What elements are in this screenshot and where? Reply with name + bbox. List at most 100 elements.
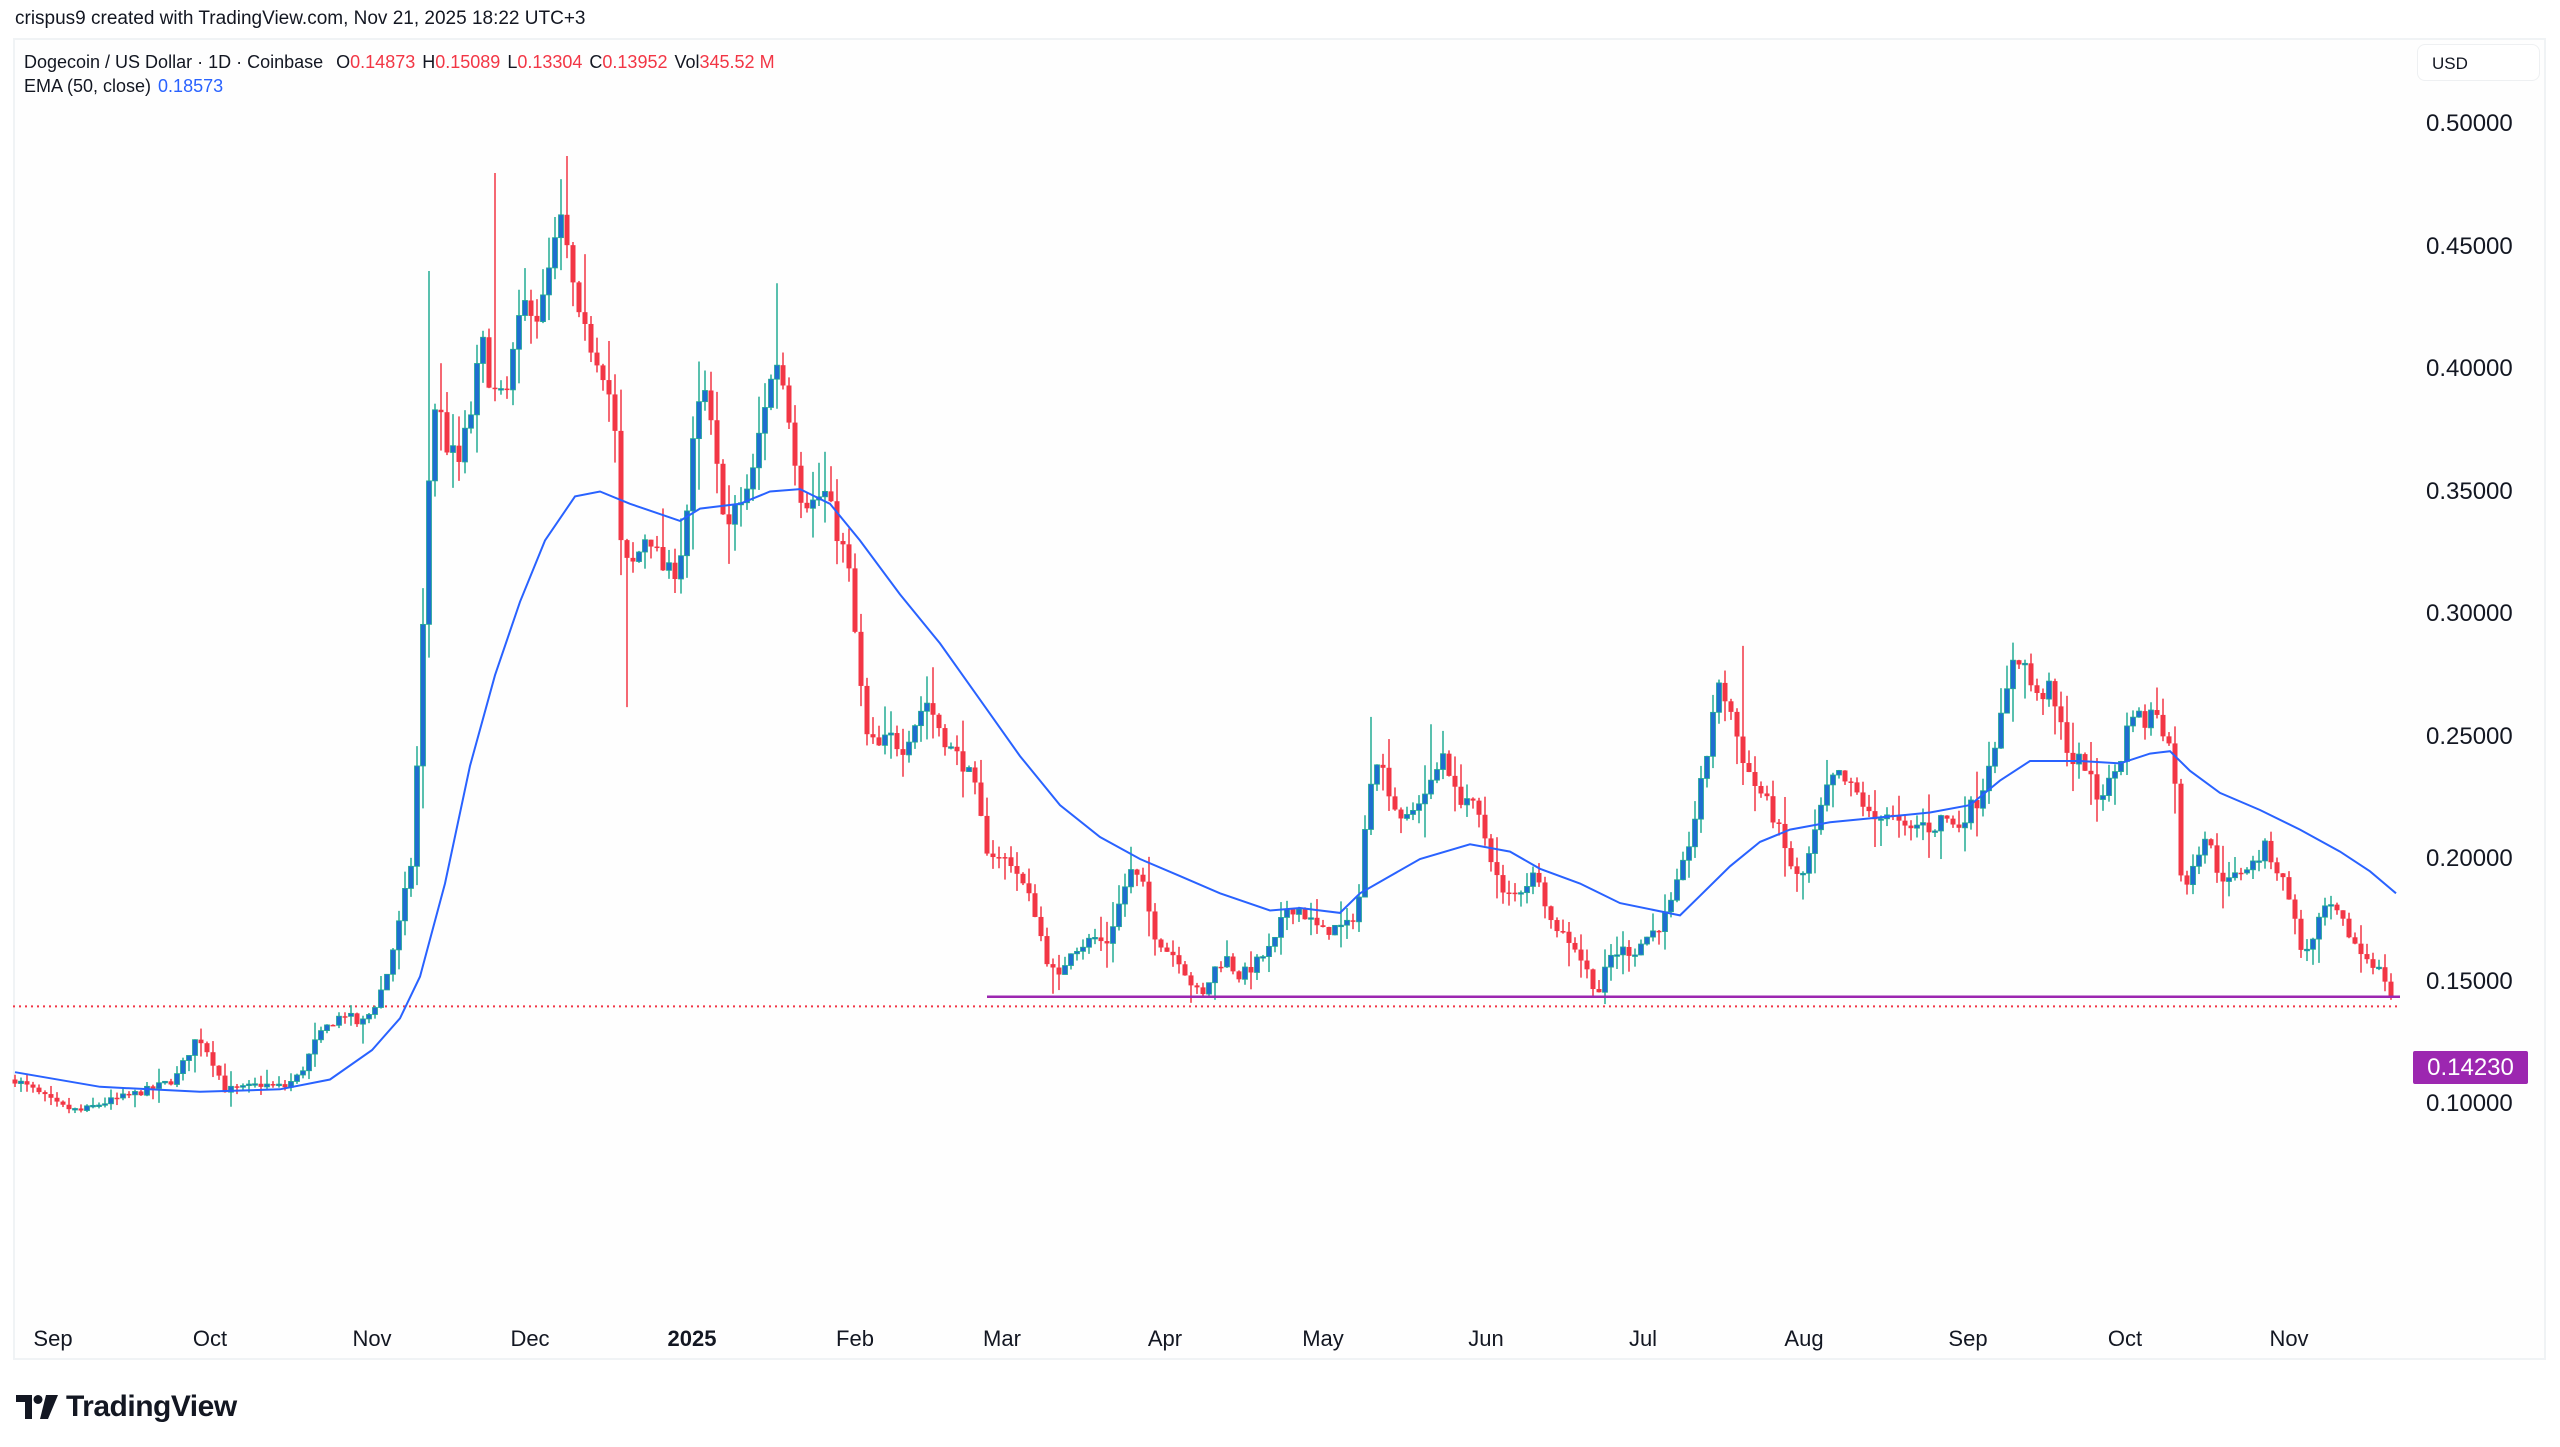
price-tick-label: 0.45000 — [2426, 232, 2513, 260]
candle-up — [1830, 774, 1836, 786]
candle-up — [2328, 904, 2334, 907]
candle-up — [1080, 946, 1086, 952]
candle-up — [2250, 860, 2256, 871]
candle-down — [1860, 792, 1866, 807]
candle-up — [120, 1093, 126, 1099]
candle-up — [750, 467, 756, 490]
candle-up — [702, 390, 708, 403]
candle-down — [1554, 920, 1560, 932]
candle-down — [780, 365, 786, 386]
time-tick-label: Jun — [1468, 1326, 1504, 1351]
candle-up — [1680, 859, 1686, 881]
candle-down — [2214, 845, 2220, 873]
candle-down — [1956, 824, 1962, 828]
candle-up — [1266, 945, 1272, 958]
candle-up — [1110, 926, 1116, 944]
candle-down — [504, 388, 510, 391]
candle-up — [2106, 777, 2112, 796]
candle-up — [420, 623, 426, 767]
time-tick-label: Oct — [192, 1326, 228, 1351]
high-label: H0.15089 — [422, 52, 501, 72]
candle-down — [1902, 820, 1908, 826]
candle-down — [1248, 966, 1254, 973]
candle-up — [1932, 830, 1938, 833]
candle-down — [564, 214, 570, 246]
open-label: O0.14873 — [336, 52, 416, 72]
candle-down — [2082, 754, 2088, 771]
time-tick-label: Dec — [510, 1326, 550, 1351]
time-tick-label: Aug — [1784, 1326, 1824, 1351]
candle-up — [108, 1097, 114, 1105]
candle-up — [882, 734, 888, 746]
candle-up — [558, 214, 564, 239]
price-tick-label: 0.35000 — [2426, 477, 2513, 505]
time-tick-label: Nov — [352, 1326, 392, 1351]
candle-up — [264, 1083, 270, 1088]
candle-up — [2136, 710, 2142, 718]
candle-down — [2034, 685, 2040, 693]
time-tick-label: Apr — [1147, 1326, 1183, 1351]
candle-down — [1944, 815, 1950, 819]
candle-up — [366, 1014, 372, 1020]
candle-down — [24, 1081, 30, 1085]
candle-down — [978, 782, 984, 816]
candle-down — [1500, 875, 1506, 893]
symbol-title[interactable]: Dogecoin / US Dollar · 1D · Coinbase — [24, 52, 324, 72]
candle-up — [1602, 966, 1608, 993]
volume-value: 345.52 M — [699, 52, 775, 72]
last-price-badge: 0.14230 — [2413, 1051, 2528, 1084]
candle-up — [1530, 872, 1536, 887]
candle-up — [696, 401, 702, 440]
candle-down — [954, 746, 960, 752]
candle-down — [1572, 942, 1578, 950]
candle-down — [1104, 941, 1110, 944]
candle-down — [1776, 822, 1782, 824]
candle-up — [1674, 879, 1680, 901]
candle-up — [1224, 956, 1230, 968]
candle-up — [2310, 938, 2316, 950]
candle-down — [234, 1086, 240, 1088]
candle-up — [1422, 793, 1428, 805]
candle-up — [360, 1018, 366, 1025]
chart-pane[interactable] — [13, 38, 2546, 1360]
candle-down — [1590, 969, 1596, 990]
candle-down — [282, 1084, 288, 1088]
price-tick-label: 0.25000 — [2426, 722, 2513, 750]
candle-down — [2088, 770, 2094, 775]
candle-down — [612, 394, 618, 431]
currency-selector[interactable]: USD — [2417, 44, 2540, 81]
time-tick-label: Nov — [2269, 1326, 2309, 1351]
time-tick-label: Feb — [836, 1326, 874, 1351]
candle-down — [1854, 782, 1860, 793]
candle-down — [2238, 872, 2244, 875]
candle-down — [270, 1084, 276, 1086]
candle-down — [1230, 956, 1236, 972]
candle-down — [942, 728, 948, 748]
candle-down — [2352, 937, 2358, 944]
candle-up — [768, 378, 774, 408]
candle-up — [1968, 799, 1974, 824]
candle-down — [1056, 967, 1062, 975]
candle-up — [1206, 982, 1212, 995]
tradingview-logo[interactable]: TradingView — [16, 1390, 237, 1424]
candle-down — [1044, 936, 1050, 965]
candle-down — [354, 1013, 360, 1025]
candle-down — [1392, 796, 1398, 810]
candle-up — [888, 732, 894, 736]
candle-up — [2076, 753, 2082, 765]
candle-up — [912, 725, 918, 743]
candle-up — [312, 1039, 318, 1055]
candle-up — [756, 432, 762, 469]
candle-down — [198, 1039, 204, 1044]
low-value: 0.13304 — [517, 52, 583, 72]
candle-down — [1764, 793, 1770, 797]
tradingview-logo-icon — [16, 1395, 58, 1419]
candle-down — [2094, 774, 2100, 800]
candle-down — [1236, 971, 1242, 980]
candle-down — [2142, 711, 2148, 728]
candle-up — [1356, 896, 1362, 923]
candle-down — [894, 733, 900, 750]
candle-down — [1848, 781, 1854, 783]
ema-legend-row[interactable]: EMA (50, close) 0.18573 — [24, 74, 775, 98]
